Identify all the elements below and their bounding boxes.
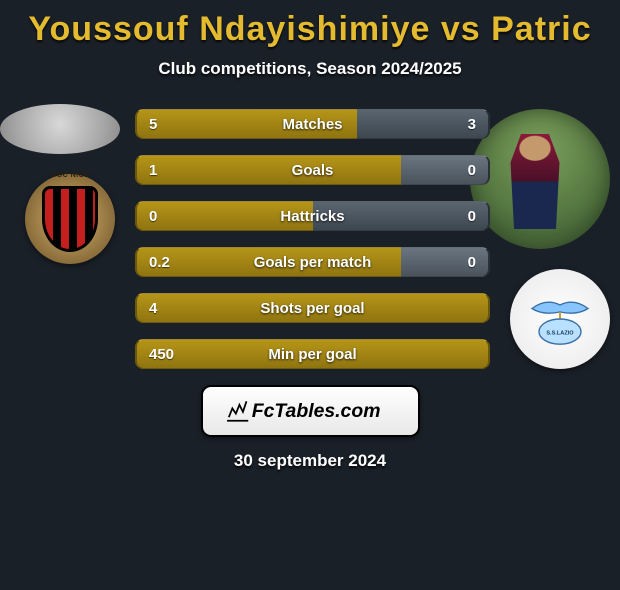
stat-row: 4Shots per goal — [135, 293, 490, 323]
stat-value-right: 0 — [468, 208, 476, 225]
player-left-photo — [0, 104, 120, 154]
stat-value-right: 3 — [468, 116, 476, 133]
stat-row: 0.20Goals per match — [135, 247, 490, 277]
subtitle: Club competitions, Season 2024/2025 — [0, 59, 620, 79]
stat-value-left: 0.2 — [149, 254, 170, 271]
stat-bar-left: 1 — [135, 155, 401, 185]
stat-bar-left: 4 — [135, 293, 490, 323]
club-right-logo: S.S.LAZIO — [510, 269, 610, 369]
stat-bar-left: 5 — [135, 109, 357, 139]
club-left-logo — [25, 174, 115, 264]
stat-bar-left: 0.2 — [135, 247, 401, 277]
stat-bar-right: 3 — [357, 109, 490, 139]
stat-bar-left: 0 — [135, 201, 313, 231]
stat-row: 53Matches — [135, 109, 490, 139]
stat-row: 450Min per goal — [135, 339, 490, 369]
stat-value-right: 0 — [468, 254, 476, 271]
player-right-photo — [470, 109, 610, 249]
stat-row: 10Goals — [135, 155, 490, 185]
stat-bar-left: 450 — [135, 339, 490, 369]
stat-value-left: 0 — [149, 208, 157, 225]
stat-bar-right: 0 — [401, 247, 490, 277]
page-title: Youssouf Ndayishimiye vs Patric — [0, 10, 620, 49]
comparison-chart: S.S.LAZIO 53Matches10Goals00Hattricks0.2… — [0, 109, 620, 369]
stat-value-left: 4 — [149, 300, 157, 317]
stat-value-right: 0 — [468, 162, 476, 179]
stat-value-left: 5 — [149, 116, 157, 133]
stat-bar-right: 0 — [313, 201, 491, 231]
brand-badge: FcTables.com — [201, 385, 420, 437]
stat-row: 00Hattricks — [135, 201, 490, 231]
brand-text: FcTables.com — [252, 400, 381, 422]
stat-bar-right: 0 — [401, 155, 490, 185]
stat-value-left: 450 — [149, 346, 174, 363]
stat-value-left: 1 — [149, 162, 157, 179]
date-label: 30 september 2024 — [0, 451, 620, 471]
stat-rows: 53Matches10Goals00Hattricks0.20Goals per… — [135, 109, 490, 369]
svg-text:S.S.LAZIO: S.S.LAZIO — [546, 330, 574, 336]
